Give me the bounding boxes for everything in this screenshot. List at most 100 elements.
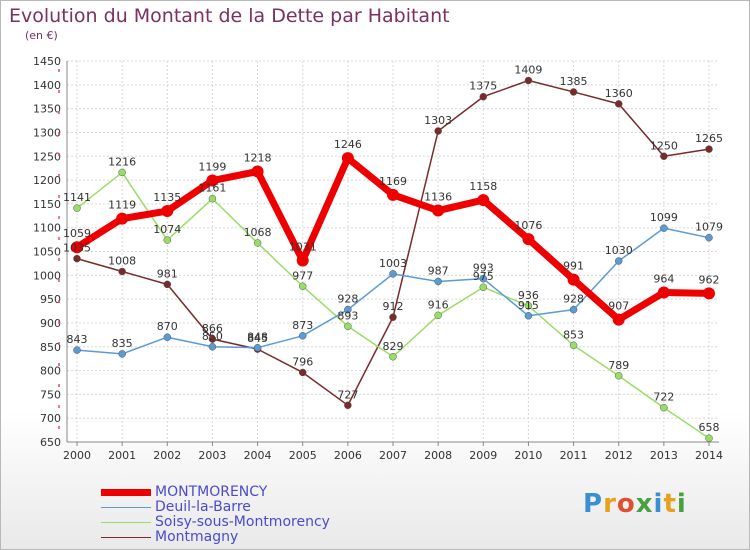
legend-swatch xyxy=(101,536,151,539)
y-tick-label: 800 xyxy=(40,365,61,378)
data-label: 789 xyxy=(608,359,629,372)
legend-swatch xyxy=(101,506,151,509)
y-tick-label: 1200 xyxy=(33,174,61,187)
data-point xyxy=(344,305,352,314)
data-point xyxy=(251,165,264,178)
data-point xyxy=(569,88,578,96)
data-point xyxy=(705,434,713,442)
y-tick-label: 700 xyxy=(40,412,61,425)
logo-letter: x xyxy=(635,489,654,519)
data-point xyxy=(705,233,713,242)
data-label: 936 xyxy=(518,289,539,302)
data-label: 1059 xyxy=(63,227,91,240)
data-label: 870 xyxy=(157,320,178,333)
data-label: 977 xyxy=(292,269,313,282)
y-tick-label: 1450 xyxy=(33,55,61,68)
data-point xyxy=(567,273,580,286)
x-tick-label: 2013 xyxy=(650,449,678,462)
data-point xyxy=(73,254,81,263)
chart-title: Evolution du Montant de la Dette par Hab… xyxy=(9,5,450,27)
data-point xyxy=(524,76,533,85)
legend-label: Montmagny xyxy=(155,529,239,545)
legend-swatch xyxy=(101,489,151,496)
data-label: 1008 xyxy=(108,255,136,268)
data-point xyxy=(569,341,578,350)
data-labels: 1035 1008 981 866 845 796 727 912 1303 1375 1409 13… xyxy=(63,64,723,435)
data-label: 1218 xyxy=(244,151,272,164)
data-point xyxy=(660,224,668,232)
data-label: 873 xyxy=(292,319,313,332)
data-label: 658 xyxy=(699,421,720,434)
data-point xyxy=(163,236,172,244)
data-point xyxy=(612,313,625,326)
data-label: 1199 xyxy=(198,161,226,174)
y-tick-label: 650 xyxy=(40,436,61,449)
data-point xyxy=(296,254,309,267)
data-point xyxy=(479,274,488,283)
data-point xyxy=(434,277,442,286)
y-tick-label: 1350 xyxy=(33,103,61,116)
data-label: 722 xyxy=(653,391,674,404)
data-label: 1074 xyxy=(153,223,181,236)
legend-item: MONTMORENCY xyxy=(101,485,330,500)
data-label: 1246 xyxy=(334,138,362,151)
data-label: 1076 xyxy=(514,219,542,232)
legend-item: Deuil-la-Barre xyxy=(101,500,330,515)
data-point xyxy=(118,267,126,276)
data-label: 1360 xyxy=(605,87,633,100)
data-point xyxy=(298,368,307,377)
y-axis-unit: (en €) xyxy=(25,29,58,42)
data-point xyxy=(344,401,352,410)
data-label: 987 xyxy=(428,265,449,278)
data-label: 907 xyxy=(608,300,629,313)
data-label: 727 xyxy=(337,388,358,401)
data-label: 1079 xyxy=(695,221,723,234)
data-point xyxy=(253,239,262,247)
data-point xyxy=(163,333,172,341)
proxiti-logo: Proxiti xyxy=(583,489,687,519)
data-point xyxy=(341,152,354,165)
data-label: 981 xyxy=(157,267,178,280)
data-label: 912 xyxy=(383,300,404,313)
data-label: 928 xyxy=(563,293,584,306)
x-tick-label: 2008 xyxy=(424,449,452,462)
data-point xyxy=(208,343,217,351)
y-tick-label: 1050 xyxy=(33,246,61,259)
data-label: 916 xyxy=(428,298,449,311)
legend-item: Soisy-sous-Montmorency xyxy=(101,515,330,530)
data-point xyxy=(118,350,126,358)
data-label: 975 xyxy=(473,270,494,283)
data-point xyxy=(118,168,126,177)
legend-label: MONTMORENCY xyxy=(155,484,268,500)
data-label: 1169 xyxy=(379,175,407,188)
data-label: 1250 xyxy=(650,139,678,152)
data-label: 1158 xyxy=(469,180,497,193)
legend-label: Deuil-la-Barre xyxy=(155,499,251,515)
data-point xyxy=(522,233,535,246)
data-label: 866 xyxy=(202,322,223,335)
data-label: 848 xyxy=(247,331,268,344)
logo-letter: r xyxy=(603,489,617,519)
x-tick-label: 2007 xyxy=(379,449,407,462)
data-point xyxy=(298,332,307,340)
data-point xyxy=(163,280,172,289)
data-label: 993 xyxy=(473,262,494,275)
data-label: 1216 xyxy=(108,155,136,168)
data-point xyxy=(657,286,670,299)
data-label: 1136 xyxy=(424,191,452,204)
data-point xyxy=(705,145,713,153)
data-point xyxy=(703,287,715,300)
y-tick-label: 750 xyxy=(40,388,61,401)
data-point xyxy=(208,194,217,203)
x-tick-label: 2006 xyxy=(334,449,362,462)
data-label: 845 xyxy=(247,332,268,345)
data-point xyxy=(389,270,397,278)
data-label: 796 xyxy=(292,355,313,368)
data-label: 1265 xyxy=(695,132,723,145)
legend-swatch xyxy=(101,521,151,524)
y-tick-label: 850 xyxy=(40,341,61,354)
y-tick-label: 950 xyxy=(40,293,61,306)
logo-letter: i xyxy=(653,489,664,519)
data-point xyxy=(71,241,83,254)
data-label: 829 xyxy=(383,340,404,353)
